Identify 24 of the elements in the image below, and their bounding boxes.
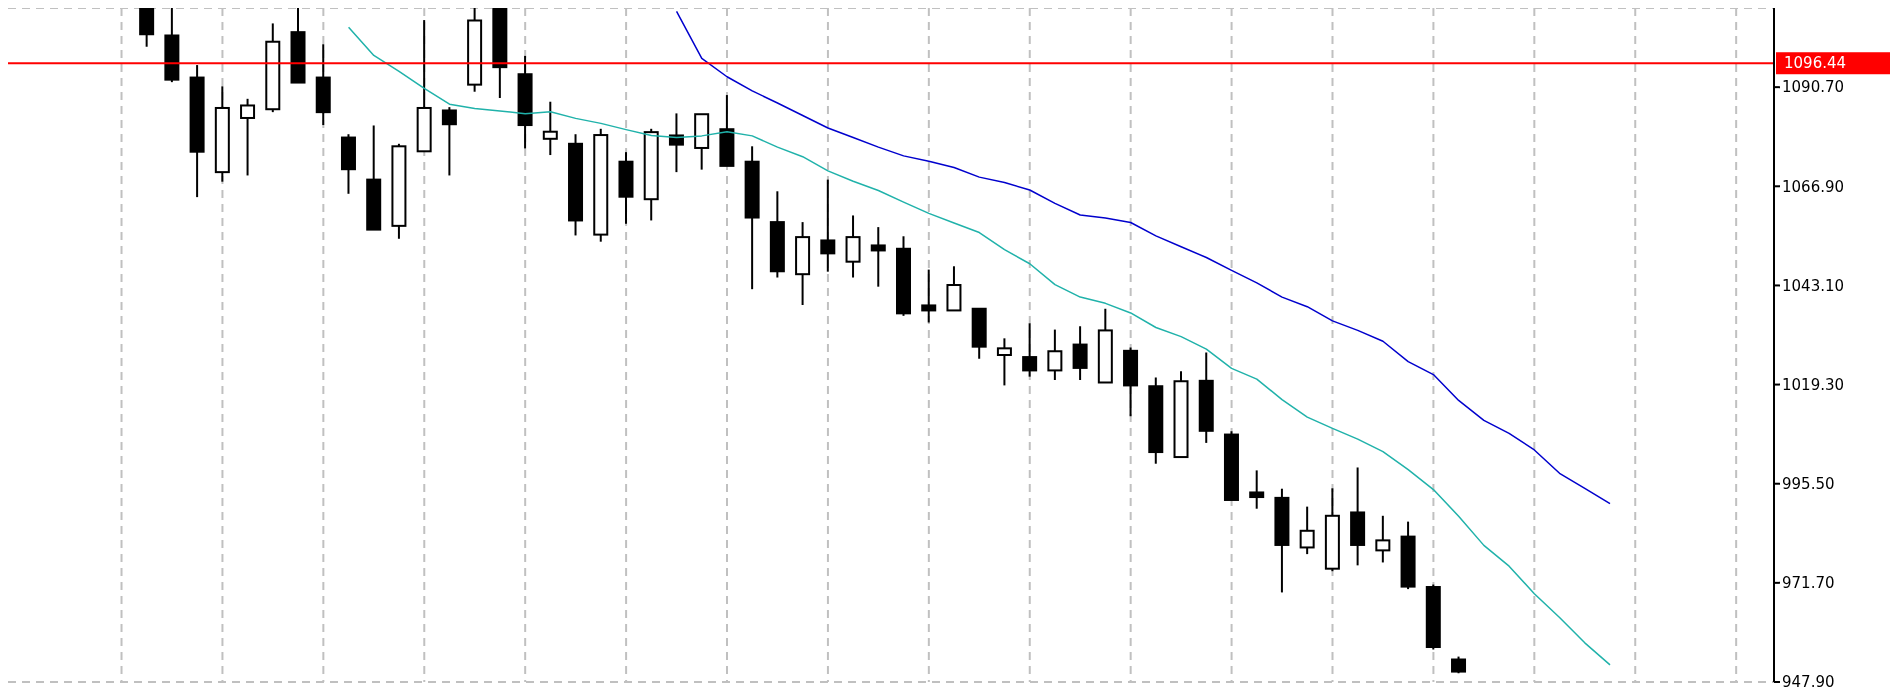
candlestick xyxy=(996,337,1012,387)
y-tick-label: 1066.90 xyxy=(1782,177,1845,196)
candlestick xyxy=(1047,328,1063,381)
line-series xyxy=(675,10,1611,505)
candlestick xyxy=(921,268,937,324)
ref-line-label: 1096.44 xyxy=(1784,54,1847,73)
candlestick xyxy=(441,106,457,177)
y-tick-label: 947.90 xyxy=(1782,673,1835,692)
candlestick xyxy=(1249,469,1265,510)
candlestick xyxy=(240,97,256,177)
candlestick xyxy=(668,112,684,174)
y-tick-label: 971.70 xyxy=(1782,574,1835,593)
line-series xyxy=(347,26,1611,666)
y-tick-label: 1043.10 xyxy=(1782,276,1845,295)
candlestick xyxy=(1375,514,1391,564)
candlestick xyxy=(1072,325,1088,381)
y-tick-label: 1090.70 xyxy=(1782,78,1845,97)
candlestick xyxy=(1022,322,1038,378)
y-tick-label: 995.50 xyxy=(1782,475,1835,494)
candlestick xyxy=(870,226,886,288)
candlestick xyxy=(542,100,558,157)
y-tick-label: 1019.30 xyxy=(1782,375,1845,394)
candlestick xyxy=(820,178,836,273)
candlestick xyxy=(1299,505,1315,556)
